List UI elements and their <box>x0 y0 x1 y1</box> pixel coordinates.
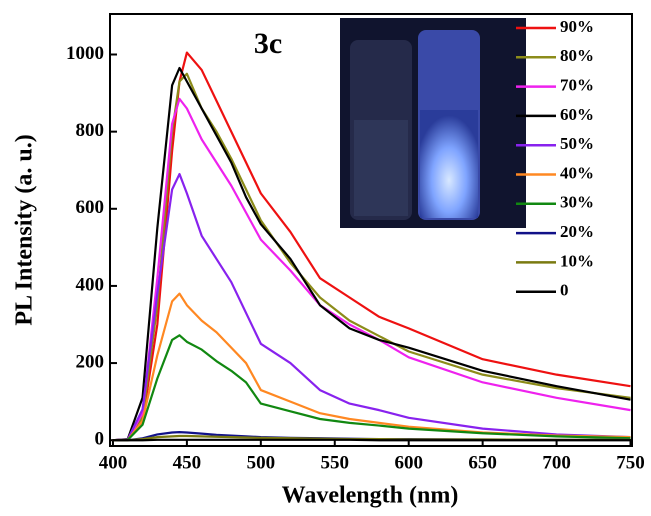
series-line <box>112 97 631 442</box>
x-tick-label: 500 <box>247 452 276 473</box>
y-axis-label: PL Intensity (a. u.) <box>12 134 38 325</box>
x-tick-label: 750 <box>616 452 645 473</box>
legend-label: 30% <box>560 193 594 212</box>
legend-label: 0 <box>560 281 569 300</box>
series-line <box>112 292 631 442</box>
legend-label: 20% <box>560 222 594 241</box>
legend-label: 10% <box>560 251 594 270</box>
legend-label: 90% <box>560 17 594 36</box>
legend-label: 50% <box>560 134 594 153</box>
x-axis-label: Wavelength (nm) <box>282 483 459 509</box>
x-tick-label: 600 <box>394 452 423 473</box>
y-tick-label: 600 <box>76 197 105 218</box>
x-tick-label: 400 <box>99 452 128 473</box>
x-tick-label: 700 <box>542 452 571 473</box>
y-tick-label: 1000 <box>66 43 104 64</box>
series-line <box>112 66 631 442</box>
x-tick-label: 450 <box>173 452 202 473</box>
series-line <box>112 51 631 442</box>
series-line <box>112 334 631 442</box>
legend-label: 80% <box>560 46 594 65</box>
inset-photo <box>340 18 526 228</box>
y-tick-label: 800 <box>76 120 105 141</box>
x-tick-label: 550 <box>321 452 350 473</box>
legend-label: 70% <box>560 76 594 95</box>
plot-frame <box>109 13 633 447</box>
legend-label: 60% <box>560 105 594 124</box>
x-tick-label: 650 <box>468 452 497 473</box>
chart-title: 3c <box>254 27 282 60</box>
series-line <box>112 172 631 442</box>
legend-label: 40% <box>560 163 594 182</box>
y-tick-label: 0 <box>95 429 105 450</box>
y-tick-label: 400 <box>76 274 105 295</box>
y-tick-label: 200 <box>76 351 105 372</box>
